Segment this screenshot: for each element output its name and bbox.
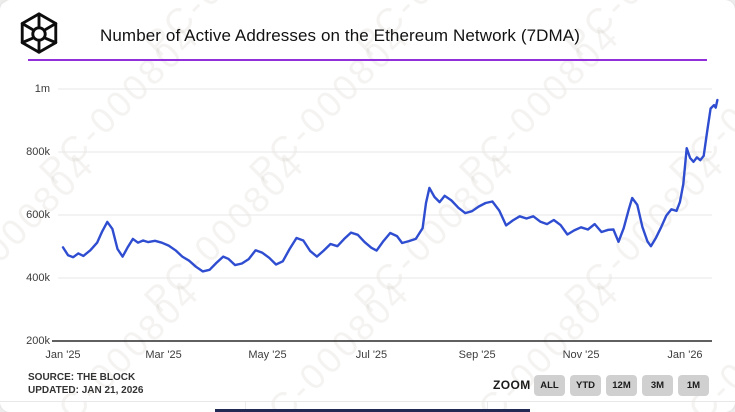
bottom-edge-bar (215, 409, 530, 412)
source-line: SOURCE: THE BLOCK (28, 372, 136, 383)
zoom-range-button-ytd[interactable]: YTD (570, 375, 601, 396)
footer-divider (0, 401, 735, 402)
y-axis-tick-label: 600k (26, 209, 50, 221)
x-axis-tick-label: Jan '26 (667, 349, 703, 361)
y-axis-tick-label: 800k (26, 146, 50, 158)
x-axis-tick-label: Jan '25 (45, 349, 81, 361)
footer-column-separator (487, 402, 488, 412)
page-title: Number of Active Addresses on the Ethere… (100, 26, 581, 45)
x-axis-tick-label: Jul '25 (355, 349, 388, 361)
x-axis-tick-label: Sep '25 (458, 349, 496, 361)
source-attribution: SOURCE: THE BLOCK UPDATED: JAN 21, 2026 (28, 371, 143, 397)
zoom-button-group: ALL YTD 12M 3M 1M (534, 375, 709, 396)
the-block-logo-icon (20, 12, 58, 54)
y-axis-tick-label: 1m (34, 83, 50, 95)
zoom-label: ZOOM (493, 378, 531, 392)
zoom-range-button-all[interactable]: ALL (534, 375, 565, 396)
zoom-range-button-1m[interactable]: 1M (678, 375, 709, 396)
zoom-range-button-3m[interactable]: 3M (642, 375, 673, 396)
x-axis-tick-label: Nov '25 (562, 349, 600, 361)
zoom-range-button-12m[interactable]: 12M (606, 375, 637, 396)
x-axis-tick-label: May '25 (248, 349, 287, 361)
y-axis-tick-label: 400k (26, 272, 50, 284)
title-accent-divider (28, 59, 707, 61)
footer-column-separator (245, 402, 246, 412)
data-line-series (61, 98, 719, 273)
updated-line: UPDATED: JAN 21, 2026 (28, 385, 144, 396)
y-axis-tick-label: 200k (26, 335, 50, 347)
x-axis-tick-label: Mar '25 (145, 349, 182, 361)
